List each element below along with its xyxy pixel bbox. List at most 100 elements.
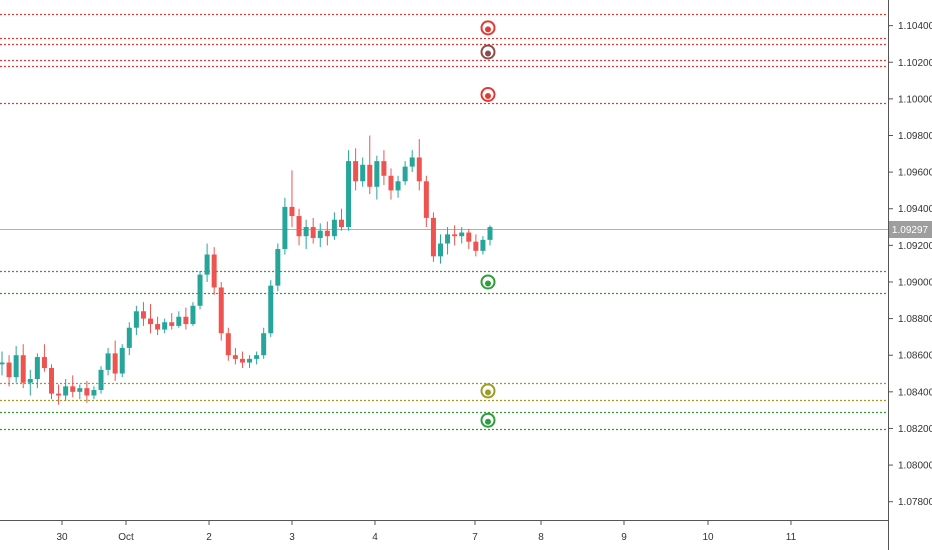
x-tick-label: Oct [118,532,134,543]
candle-up [133,311,139,328]
candle-up [395,181,401,191]
candle-down [20,355,26,383]
current-price-label-text: 1.09297 [892,225,929,236]
candle-up [254,355,260,359]
candle-up [317,230,323,239]
candle-up [346,161,352,228]
candle-down [310,227,316,239]
x-tick-label: 4 [372,532,378,543]
candle-down [452,234,458,237]
candle-down [183,316,189,325]
candle-up [331,219,337,237]
candle-down [473,241,479,251]
candle-down [466,232,472,242]
level-marker-resistance[interactable] [480,86,496,102]
candle-up [77,388,83,392]
candle-up [261,333,267,356]
candle-down [169,322,175,326]
candle-up [459,232,465,237]
x-tick-label: 10 [702,532,714,543]
candle-up [374,161,380,187]
y-tick-label: 1.10200 [898,58,932,69]
price-axis[interactable]: 1.10400 1.10200 1.10000 1.09800 1.09600 1.094… [888,21,932,508]
candle-down [367,164,373,187]
candle-down [430,217,436,257]
candle-down [155,324,161,330]
candle-down [84,388,90,396]
level-marker-dot [485,50,491,57]
x-tick-label: 3 [289,532,295,543]
x-tick-label: 11 [786,532,797,543]
y-tick-label: 1.09600 [898,168,932,179]
candle-down [218,287,224,334]
y-tick-label: 1.09400 [898,204,932,215]
candle-down [112,353,118,374]
candle-down [289,206,295,217]
candle-up [91,390,97,396]
level-marker-dot [485,280,491,287]
candle-down [338,219,344,228]
level-marker-dot [485,418,491,425]
y-tick-label: 1.09200 [898,241,932,252]
y-tick-label: 1.09000 [898,277,932,288]
x-tick-label: 7 [472,532,478,543]
candle-up [63,386,69,396]
level-marker-resistance[interactable] [480,20,496,36]
candle-up [445,234,451,244]
y-tick-label: 1.08000 [898,461,932,472]
candle-up [34,357,40,380]
candle-up [105,353,111,370]
candle-down [423,181,429,218]
current-price-label-bg [889,221,932,238]
levels-layer [0,13,888,431]
current-price-label: 1.09297 [889,221,932,238]
candle-down [6,362,12,378]
candle-down [211,254,217,288]
level-marker-support[interactable] [480,412,496,428]
x-tick-label: 8 [538,532,544,543]
candle-down [416,157,422,182]
candle-down [296,216,302,237]
x-tick-label: 2 [206,532,212,543]
level-marker-dot [485,92,491,99]
level-marker-olive[interactable] [480,383,496,399]
candle-down [70,386,76,392]
candle-up [197,274,203,306]
time-axis[interactable]: 30 Oct 2 3 4 7 8 9 10 11 [56,520,797,543]
candle-up [126,327,132,348]
x-tick-label: 9 [621,532,627,543]
x-tick-label: 30 [56,532,68,543]
candle-down [388,175,394,191]
y-tick-label: 1.09800 [898,131,932,142]
y-tick-label: 1.10000 [898,94,932,105]
candle-down [49,368,55,394]
candle-up [204,254,210,275]
candle-up [0,362,5,365]
candle-up [360,164,366,182]
candle-up [437,243,443,257]
candle-up [13,355,19,378]
candle-up [487,227,493,240]
candle-down [140,311,146,319]
level-marker-support[interactable] [480,274,496,290]
level-marker-dark[interactable] [480,44,496,60]
candle-up [268,285,274,334]
candles-layer [0,135,493,405]
level-marker-dot [485,389,491,396]
y-tick-label: 1.08600 [898,351,932,362]
y-tick-label: 1.07800 [898,497,932,508]
candle-up [303,227,309,237]
candle-up [275,249,281,286]
level-marker-dot [485,26,491,33]
candle-down [232,355,238,359]
candle-down [148,318,154,325]
candle-up [176,316,182,326]
candle-up [98,369,104,390]
y-tick-label: 1.08200 [898,424,932,435]
candle-down [239,358,245,363]
candle-up [402,166,408,182]
candle-down [225,333,231,356]
y-tick-label: 1.08400 [898,387,932,398]
